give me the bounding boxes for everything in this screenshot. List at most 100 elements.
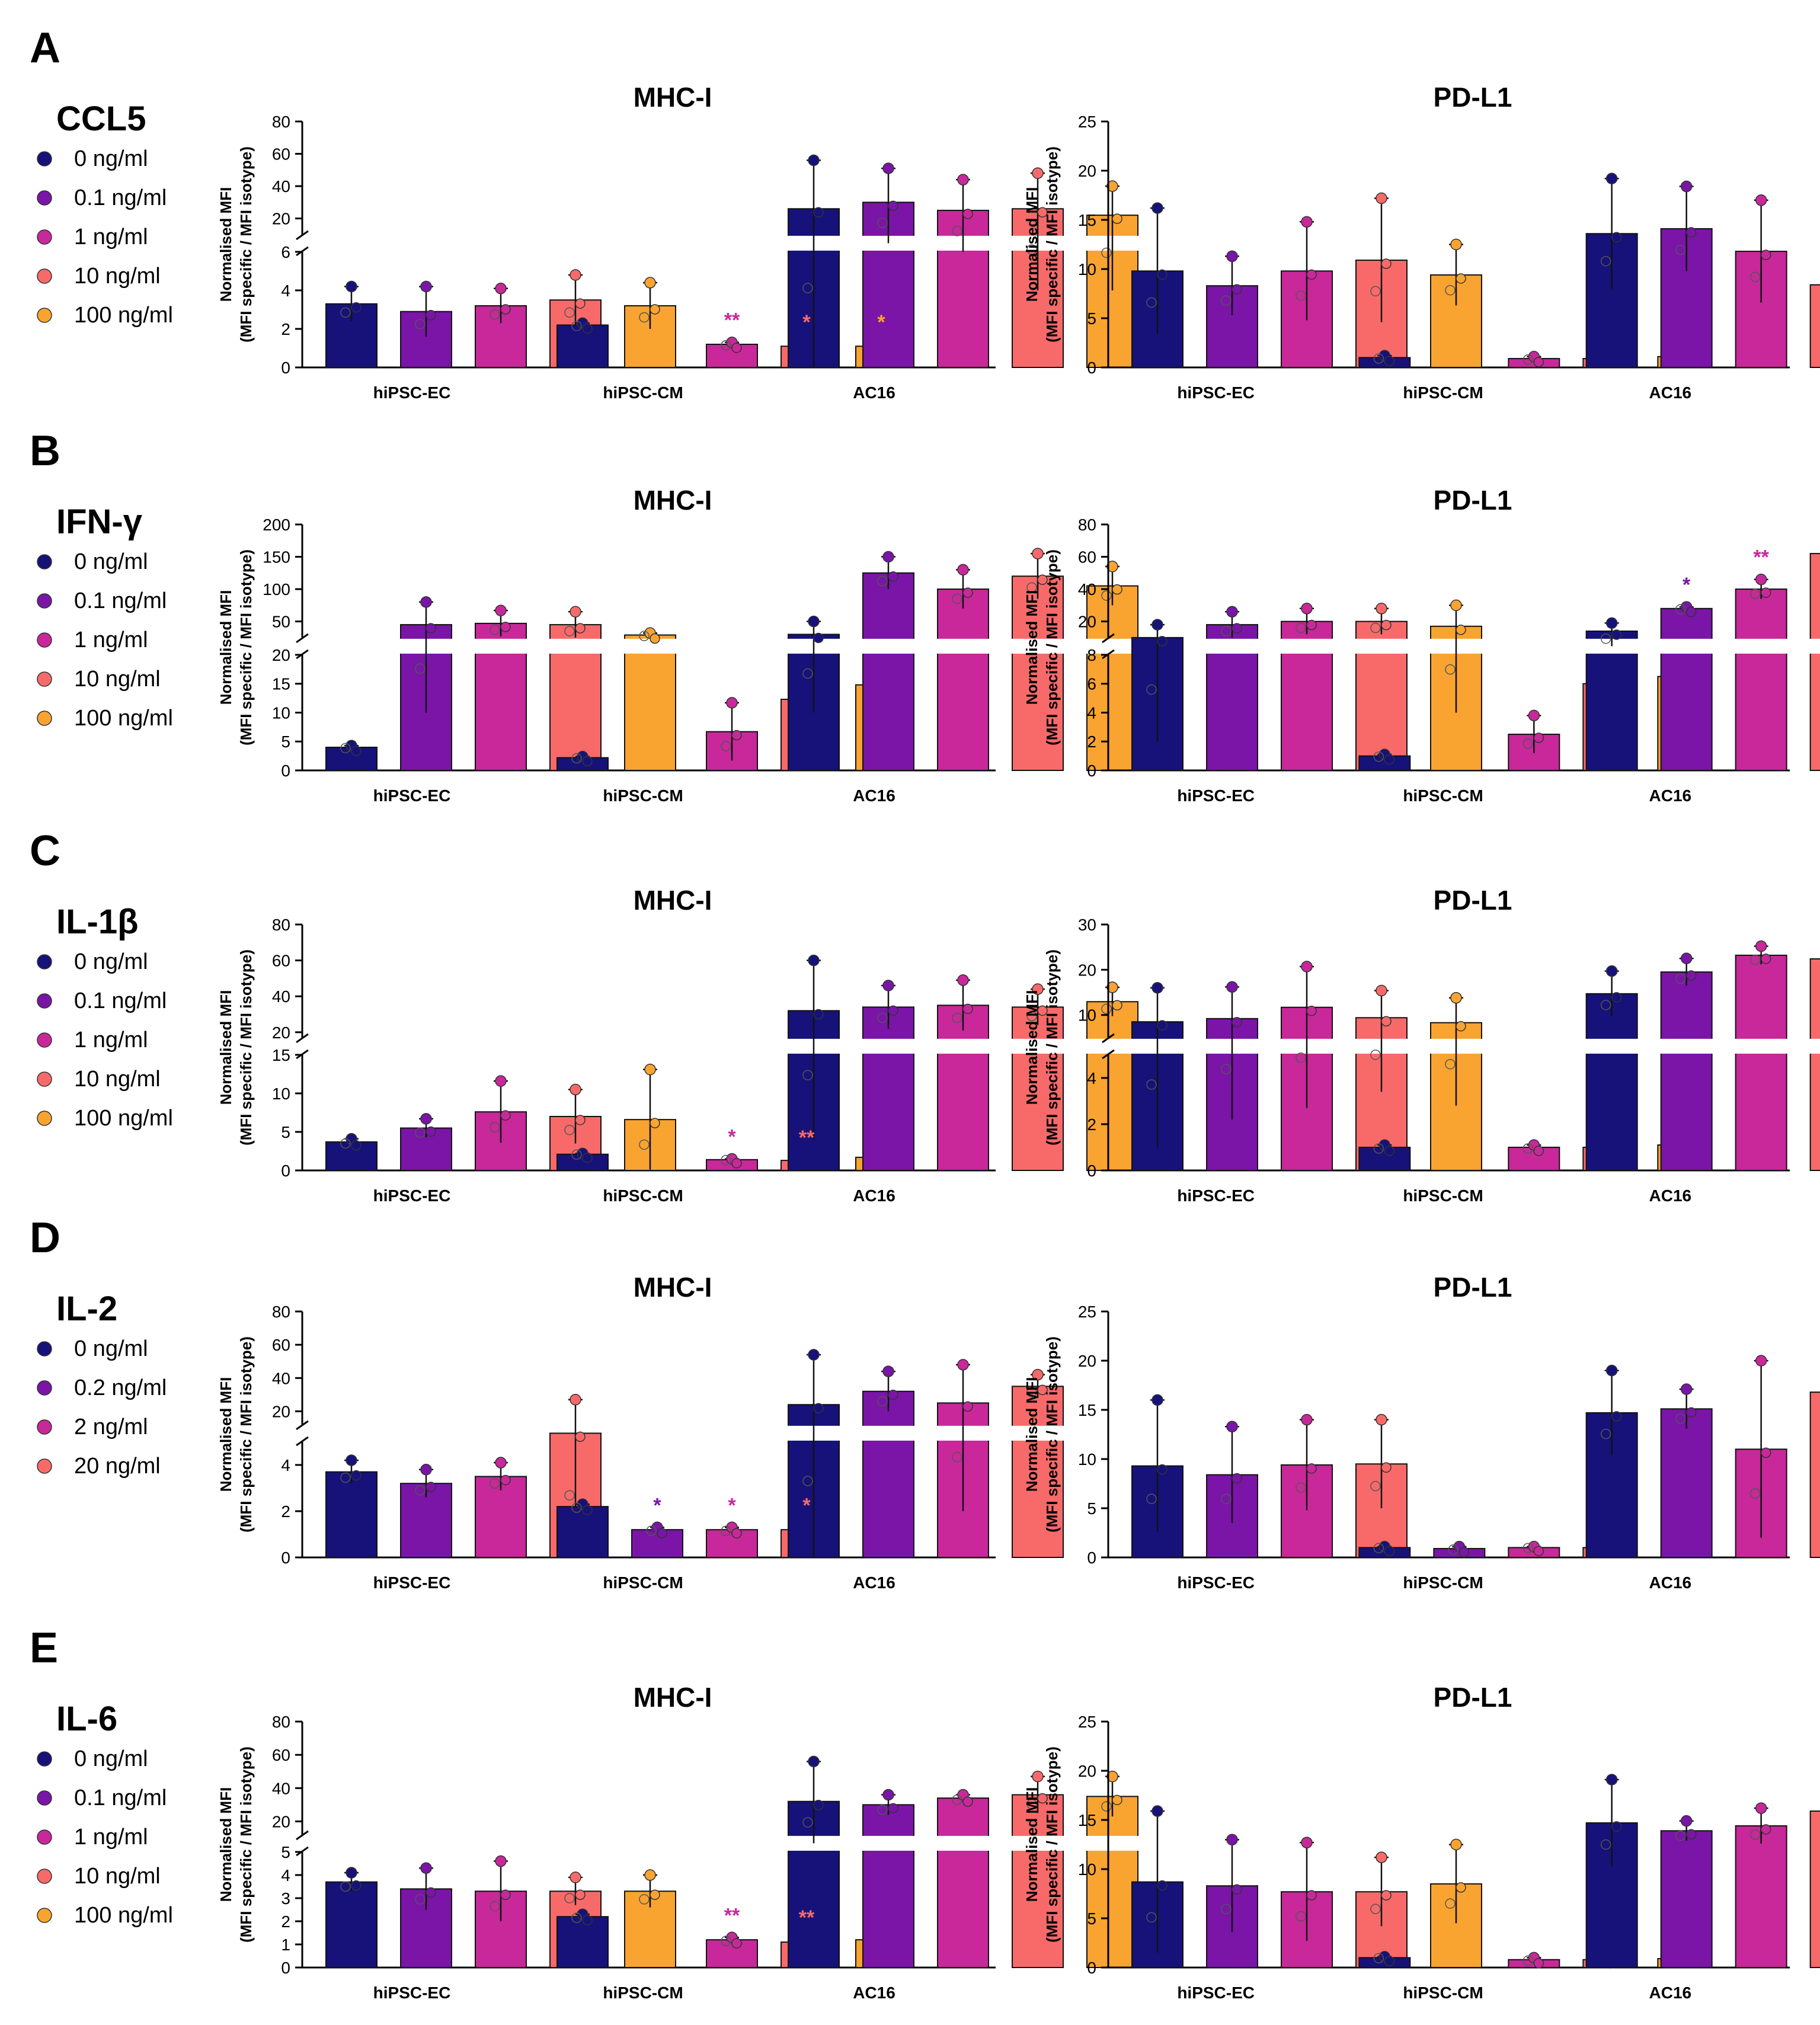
legend-item: 0 ng/ml bbox=[74, 1336, 148, 1361]
data-point bbox=[1445, 1058, 1456, 1070]
data-point bbox=[1101, 1003, 1112, 1015]
y-tick-label: 40 bbox=[272, 1779, 290, 1797]
data-point bbox=[962, 1003, 973, 1015]
data-point bbox=[1373, 1143, 1384, 1154]
y-tick-label: 0 bbox=[281, 359, 290, 377]
panel-D: D IL-2 0 ng/ml 0.2 ng/ml 2 ng/ml 20 ng/ml bbox=[30, 1214, 167, 1479]
data-point bbox=[952, 226, 962, 236]
cytokine-label: IL-1β bbox=[56, 903, 139, 941]
legend-swatch bbox=[37, 1829, 52, 1845]
data-point bbox=[1296, 1052, 1306, 1063]
bar-B-1-2-2 bbox=[1735, 588, 1787, 771]
data-point bbox=[1675, 604, 1686, 615]
bar-D-1-2-1 bbox=[1660, 1408, 1713, 1559]
data-point bbox=[575, 298, 586, 309]
data-point bbox=[882, 980, 894, 991]
legend-swatch bbox=[37, 671, 52, 687]
data-point bbox=[650, 633, 660, 644]
data-point bbox=[1381, 1016, 1392, 1027]
legend-swatch bbox=[37, 1458, 52, 1474]
legend-item: 0 ng/ml bbox=[74, 1746, 148, 1771]
bar-C-0-2-1 bbox=[862, 1006, 914, 1172]
data-point bbox=[1381, 619, 1392, 631]
data-point bbox=[564, 1490, 575, 1501]
y-tick-label: 40 bbox=[1078, 580, 1096, 599]
significance-marker: * bbox=[728, 1125, 736, 1148]
data-point bbox=[1296, 622, 1306, 634]
data-point bbox=[1157, 1020, 1168, 1031]
data-point bbox=[1675, 1830, 1686, 1841]
y-tick-label: 0 bbox=[281, 762, 290, 780]
data-point bbox=[582, 1505, 593, 1515]
x-tick-label: AC16 bbox=[853, 786, 895, 805]
data-point bbox=[962, 587, 973, 598]
y-tick-label: 40 bbox=[272, 987, 290, 1006]
y-axis-label-units: (MFI specific / MFI isotype) bbox=[237, 949, 255, 1146]
y-tick-label: 15 bbox=[1078, 1401, 1096, 1419]
data-point bbox=[1232, 1017, 1242, 1028]
data-point bbox=[1605, 617, 1618, 629]
data-point bbox=[731, 343, 742, 353]
y-tick-label: 0 bbox=[281, 1959, 290, 1977]
x-tick-label: hiPSC-EC bbox=[1177, 1186, 1255, 1205]
cytokine-label: CCL5 bbox=[56, 100, 146, 138]
data-point bbox=[1232, 284, 1242, 295]
chart-title: PD-L1 bbox=[1434, 82, 1512, 113]
y-tick-label: 3 bbox=[281, 1889, 290, 1908]
data-point bbox=[1600, 633, 1611, 644]
data-point bbox=[490, 309, 500, 320]
data-point bbox=[644, 1063, 656, 1076]
data-point bbox=[1749, 271, 1761, 283]
y-tick-label: 20 bbox=[1078, 961, 1096, 979]
bar-break-gap bbox=[1086, 1835, 1139, 1851]
data-point bbox=[570, 1872, 581, 1883]
bar-break-gap bbox=[936, 1835, 990, 1851]
y-axis-label: Normalised MFI bbox=[1023, 187, 1041, 302]
data-point bbox=[731, 1938, 742, 1949]
chart-D-pd-l1: PD-L1 Normalised MFI (MFI specific / MFI i… bbox=[1023, 1272, 1820, 1592]
bar-C-0-2-2 bbox=[937, 1004, 989, 1172]
data-point bbox=[564, 626, 575, 636]
bar-break-gap bbox=[1659, 638, 1713, 654]
data-point bbox=[1296, 290, 1306, 301]
data-point bbox=[639, 312, 650, 323]
y-tick-label: 5 bbox=[281, 732, 290, 751]
y-tick-label: 25 bbox=[1078, 113, 1096, 131]
y-tick-label: 80 bbox=[272, 1713, 290, 1731]
y-axis-label: Normalised MFI bbox=[1023, 990, 1041, 1105]
chart-title: MHC-I bbox=[634, 82, 712, 113]
bar-break-gap bbox=[862, 1038, 915, 1054]
data-point bbox=[1376, 984, 1387, 997]
data-point bbox=[1301, 216, 1313, 228]
data-point bbox=[877, 217, 888, 228]
data-point bbox=[575, 1431, 586, 1442]
data-point bbox=[1611, 1411, 1622, 1422]
data-point bbox=[582, 1915, 593, 1925]
data-point bbox=[420, 1464, 432, 1476]
data-point bbox=[1306, 619, 1317, 631]
bar-D-0-0-0 bbox=[325, 1471, 378, 1559]
data-point bbox=[1157, 636, 1168, 647]
legend-item: 100 ng/ml bbox=[74, 1903, 173, 1928]
data-point bbox=[1445, 284, 1456, 296]
data-point bbox=[346, 1454, 357, 1466]
chart-title: MHC-I bbox=[634, 485, 712, 516]
data-point bbox=[1112, 1000, 1122, 1011]
data-point bbox=[1301, 1413, 1313, 1426]
bar-B-0-2-2 bbox=[937, 588, 989, 771]
bar-break-gap bbox=[1809, 638, 1820, 654]
legend-swatch bbox=[37, 1111, 52, 1126]
bar-C-1-2-0 bbox=[1585, 993, 1638, 1171]
data-point bbox=[1106, 981, 1118, 993]
data-point bbox=[1533, 732, 1544, 743]
y-tick-label: 4 bbox=[1087, 1069, 1096, 1087]
data-point bbox=[813, 632, 824, 644]
data-point bbox=[639, 1894, 650, 1905]
data-point bbox=[1384, 754, 1395, 765]
y-axis-label-units: (MFI specific / MFI isotype) bbox=[237, 549, 255, 746]
data-point bbox=[426, 1887, 436, 1898]
bar-E-1-2-3 bbox=[1809, 1810, 1820, 1969]
